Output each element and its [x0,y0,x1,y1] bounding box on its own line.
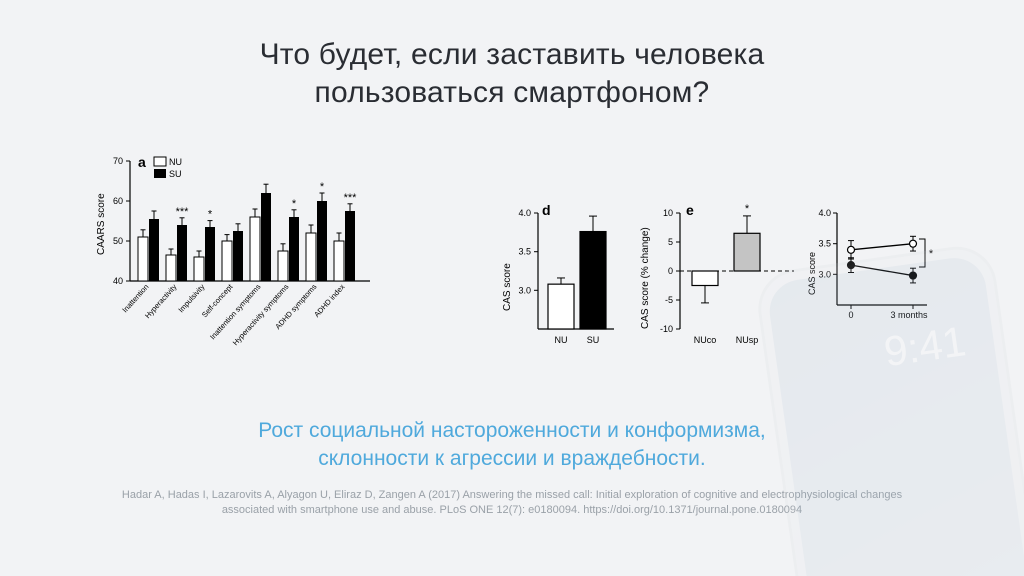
svg-text:4.0: 4.0 [818,208,831,218]
subtitle-line-1: Рост социальной настороженности и конфор… [258,419,766,442]
chart-a-bars: *** * * * ** [138,181,357,281]
svg-text:-5: -5 [665,295,673,305]
chart-d: d 4.0 3.5 3.0 CAS score NU SU [494,201,624,361]
panel-letter-a: a [138,154,146,170]
svg-text:5: 5 [668,237,673,247]
chart-e: e 10 5 0 -5 -10 CAS score (% change) NUc… [634,201,934,361]
svg-text:*: * [292,198,297,210]
svg-text:40: 40 [113,276,123,286]
svg-text:3.0: 3.0 [818,269,831,279]
svg-text:NU: NU [169,157,182,167]
chart-d-yticks: 4.0 3.5 3.0 [518,208,538,295]
svg-text:10: 10 [663,208,673,218]
svg-text:*: * [320,181,325,193]
citation: Hadar A, Hadas I, Lazarovits A, Alyagon … [60,488,964,519]
chart-e-bars: NUco NUsp * [692,203,760,345]
chart-d-ylabel: CAS score [502,263,513,311]
svg-text:SU: SU [587,335,600,345]
svg-text:3.5: 3.5 [818,239,831,249]
chart-a-legend: NU SU [154,157,182,179]
chart-e-yticks: 10 5 0 -5 -10 [660,208,680,334]
charts-row: a NU SU 40 50 60 [60,151,964,361]
chart-a-xlabels: InattentionHyperactivityImpulsivitySelf-… [120,282,346,348]
svg-text:3.0: 3.0 [518,285,531,295]
subtitle-line-2: склонности к агрессии и враждебности. [318,447,705,470]
chart-a-yticks: 40 50 60 70 [113,156,130,286]
title-line-2: пользоваться смартфоном? [315,76,710,109]
svg-text:Inattention symptoms: Inattention symptoms [208,282,263,341]
title-line-1: Что будет, если заставить человека [260,38,765,71]
slide-title: Что будет, если заставить человека польз… [60,36,964,111]
svg-text:*: * [745,203,750,215]
svg-text:0: 0 [668,266,673,276]
chart-e-inset-series [848,236,917,283]
svg-text:***: *** [176,206,190,218]
svg-text:*: * [208,209,213,221]
svg-text:70: 70 [113,156,123,166]
svg-text:NU: NU [555,335,568,345]
svg-text:0: 0 [848,310,853,320]
svg-text:4.0: 4.0 [518,208,531,218]
panel-letter-e: e [686,202,694,218]
svg-text:60: 60 [113,196,123,206]
chart-e-ylabel: CAS score (% change) [640,227,651,329]
chart-d-bars: NU SU [548,216,606,345]
chart-a: a NU SU 40 50 60 [90,151,390,361]
chart-e-inset: 4.0 3.5 3.0 CAS score 0 3 months [807,208,934,320]
chart-a-ylabel: CAARS score [96,193,107,255]
svg-text:-10: -10 [660,324,673,334]
svg-text:*: * [929,248,934,260]
svg-text:3.5: 3.5 [518,247,531,257]
svg-text:SU: SU [169,169,182,179]
slide-subtitle: Рост социальной настороженности и конфор… [60,417,964,474]
slide: 9:41 Что будет, если заставить человека … [0,0,1024,576]
svg-text:CAS score: CAS score [807,252,817,295]
svg-text:50: 50 [113,236,123,246]
panel-letter-d: d [542,202,551,218]
svg-text:NUsp: NUsp [736,335,759,345]
svg-text:NUco: NUco [694,335,717,345]
svg-text:3 months: 3 months [890,310,928,320]
charts-de: d 4.0 3.5 3.0 CAS score NU SU e [494,201,934,361]
svg-text:***: *** [344,192,358,204]
